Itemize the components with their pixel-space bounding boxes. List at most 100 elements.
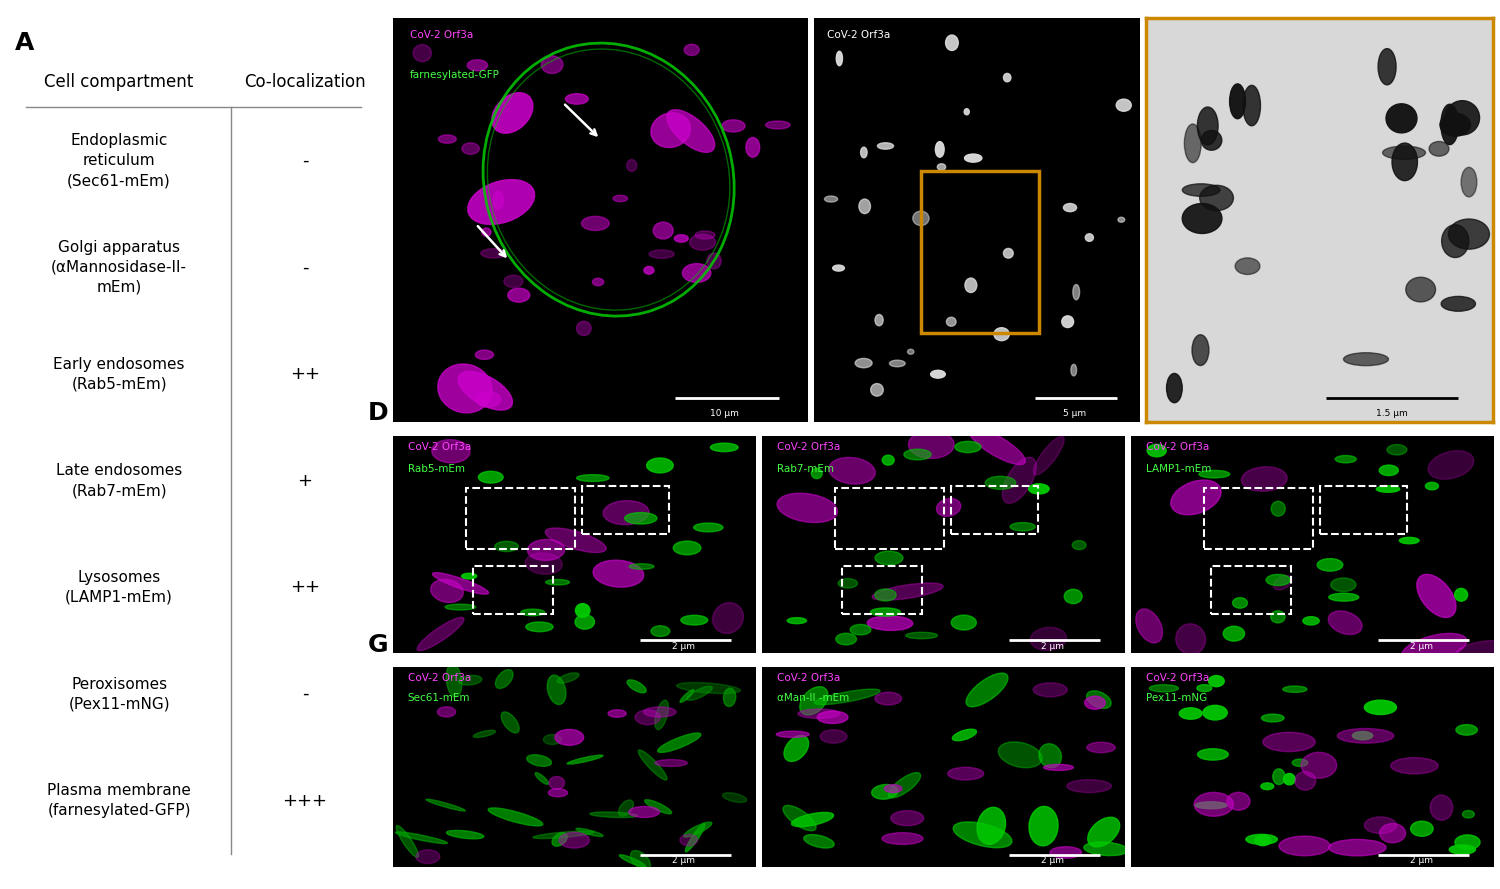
Text: D: D	[368, 401, 388, 425]
Ellipse shape	[1304, 617, 1318, 625]
Text: Rab5-mEm: Rab5-mEm	[408, 464, 465, 474]
Ellipse shape	[1086, 234, 1094, 241]
Ellipse shape	[964, 108, 969, 115]
Ellipse shape	[1282, 686, 1306, 693]
Ellipse shape	[627, 680, 646, 693]
Ellipse shape	[788, 618, 807, 624]
Ellipse shape	[870, 608, 900, 616]
Ellipse shape	[1317, 558, 1342, 571]
Ellipse shape	[946, 317, 956, 326]
Ellipse shape	[1280, 836, 1330, 856]
Ellipse shape	[1196, 802, 1227, 809]
Ellipse shape	[501, 712, 519, 733]
Ellipse shape	[676, 683, 741, 693]
Ellipse shape	[1353, 732, 1372, 740]
Ellipse shape	[871, 784, 898, 799]
Ellipse shape	[1410, 821, 1432, 837]
Ellipse shape	[590, 812, 638, 818]
Ellipse shape	[1167, 373, 1182, 403]
Ellipse shape	[777, 731, 808, 738]
Ellipse shape	[1084, 842, 1128, 855]
Ellipse shape	[1194, 792, 1233, 816]
Ellipse shape	[1330, 578, 1356, 591]
Ellipse shape	[1390, 757, 1438, 773]
Text: Endoplasmic
reticulum
(Sec61-mEm): Endoplasmic reticulum (Sec61-mEm)	[68, 133, 171, 188]
Ellipse shape	[815, 689, 880, 705]
Ellipse shape	[966, 673, 1008, 707]
Text: 2 μm: 2 μm	[1410, 642, 1432, 652]
Ellipse shape	[1062, 316, 1074, 327]
Text: Co-localization: Co-localization	[244, 73, 366, 92]
Ellipse shape	[1378, 49, 1396, 84]
Ellipse shape	[999, 741, 1042, 768]
Ellipse shape	[507, 288, 530, 302]
Ellipse shape	[1274, 769, 1286, 784]
Ellipse shape	[576, 829, 603, 837]
Ellipse shape	[552, 833, 567, 846]
Ellipse shape	[1197, 107, 1218, 145]
Text: H: H	[736, 633, 758, 657]
Ellipse shape	[624, 513, 657, 524]
Ellipse shape	[1294, 772, 1316, 790]
Ellipse shape	[952, 822, 1012, 848]
Ellipse shape	[684, 44, 699, 55]
Ellipse shape	[543, 734, 561, 744]
Ellipse shape	[1148, 444, 1167, 457]
Ellipse shape	[956, 441, 981, 453]
Ellipse shape	[417, 617, 464, 651]
Ellipse shape	[639, 750, 668, 781]
Text: 5 μm: 5 μm	[1064, 409, 1086, 418]
Ellipse shape	[546, 528, 606, 553]
Ellipse shape	[1329, 839, 1386, 856]
Ellipse shape	[690, 235, 715, 250]
Ellipse shape	[765, 121, 790, 129]
Ellipse shape	[536, 773, 549, 784]
Ellipse shape	[1050, 846, 1082, 858]
Text: E: E	[736, 401, 753, 425]
Ellipse shape	[812, 469, 822, 478]
Ellipse shape	[576, 475, 609, 482]
Ellipse shape	[396, 826, 418, 857]
Ellipse shape	[871, 583, 944, 600]
Ellipse shape	[416, 850, 440, 863]
Ellipse shape	[1338, 728, 1394, 743]
Text: -: -	[302, 259, 309, 276]
Text: Sec61-mEm: Sec61-mEm	[408, 693, 470, 702]
Ellipse shape	[447, 830, 485, 839]
Ellipse shape	[1230, 84, 1245, 119]
Text: ++: ++	[290, 579, 320, 597]
Ellipse shape	[494, 191, 504, 209]
Text: F: F	[1106, 401, 1122, 425]
Ellipse shape	[1203, 705, 1227, 720]
Ellipse shape	[1246, 834, 1278, 845]
Ellipse shape	[504, 276, 524, 287]
Ellipse shape	[712, 603, 744, 633]
Ellipse shape	[694, 231, 715, 239]
Ellipse shape	[576, 321, 591, 335]
Ellipse shape	[546, 580, 570, 585]
Ellipse shape	[1198, 470, 1230, 478]
Text: 2 μm: 2 μm	[672, 856, 694, 865]
Text: Rab7-mEm: Rab7-mEm	[777, 464, 834, 474]
Ellipse shape	[549, 776, 564, 789]
Ellipse shape	[859, 199, 870, 213]
Ellipse shape	[1365, 701, 1396, 715]
Ellipse shape	[680, 835, 698, 845]
Ellipse shape	[1430, 141, 1449, 156]
Ellipse shape	[466, 60, 488, 71]
Ellipse shape	[1442, 104, 1458, 145]
Ellipse shape	[681, 615, 708, 625]
Ellipse shape	[1262, 783, 1274, 789]
Ellipse shape	[472, 730, 495, 738]
Ellipse shape	[1300, 752, 1336, 778]
Ellipse shape	[1088, 742, 1114, 753]
Text: Late endosomes
(Rab7-mEm): Late endosomes (Rab7-mEm)	[56, 463, 182, 498]
Ellipse shape	[792, 813, 834, 827]
Ellipse shape	[1072, 541, 1086, 549]
Ellipse shape	[784, 735, 808, 762]
Ellipse shape	[1270, 611, 1286, 623]
Ellipse shape	[684, 822, 712, 837]
Text: CoV-2 Orf3a: CoV-2 Orf3a	[410, 30, 472, 40]
Ellipse shape	[861, 148, 867, 157]
Ellipse shape	[1462, 811, 1474, 818]
